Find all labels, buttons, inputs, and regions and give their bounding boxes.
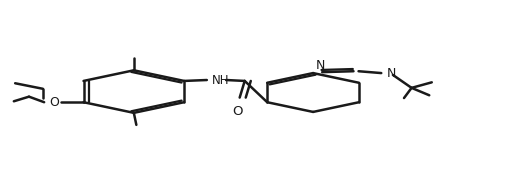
Text: NH: NH bbox=[212, 73, 229, 87]
Text: O: O bbox=[232, 105, 242, 118]
Text: N: N bbox=[316, 59, 325, 72]
Text: O: O bbox=[49, 96, 59, 109]
Text: N: N bbox=[386, 67, 396, 80]
